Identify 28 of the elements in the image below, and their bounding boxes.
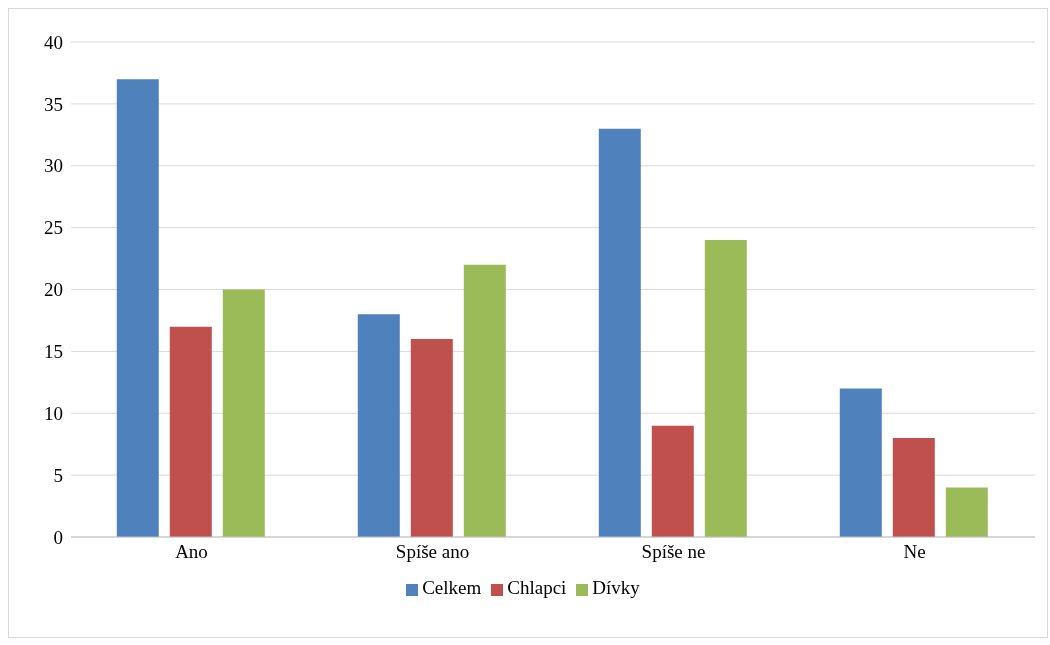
legend-label: Dívky	[592, 577, 640, 598]
x-tick-label: Spíše ano	[395, 541, 470, 563]
bar	[598, 128, 641, 537]
y-tick-label: 15	[44, 341, 63, 363]
bar	[839, 388, 882, 537]
x-tick-label: Spíše ne	[641, 541, 706, 563]
y-tick-label: 5	[53, 464, 63, 486]
legend-label: Celkem	[422, 577, 482, 598]
bar	[222, 289, 265, 537]
bar	[945, 487, 988, 537]
y-tick-label: 0	[53, 526, 63, 548]
y-tick-label: 25	[44, 217, 63, 239]
legend-label: Chlapci	[507, 577, 567, 598]
bar	[651, 425, 694, 537]
y-tick-label: 10	[44, 402, 63, 424]
x-tick-label: Ano	[175, 541, 208, 563]
bar	[704, 240, 747, 537]
x-tick-label: Ne	[903, 541, 926, 563]
y-tick-label: 30	[44, 155, 63, 177]
bar	[169, 326, 212, 537]
bar	[410, 339, 453, 537]
bar	[463, 264, 506, 537]
y-tick-label: 20	[44, 279, 63, 301]
bar	[357, 314, 400, 537]
y-tick-label: 35	[44, 93, 63, 115]
bar	[116, 79, 159, 537]
bar	[892, 438, 935, 537]
y-tick-label: 40	[44, 31, 63, 53]
